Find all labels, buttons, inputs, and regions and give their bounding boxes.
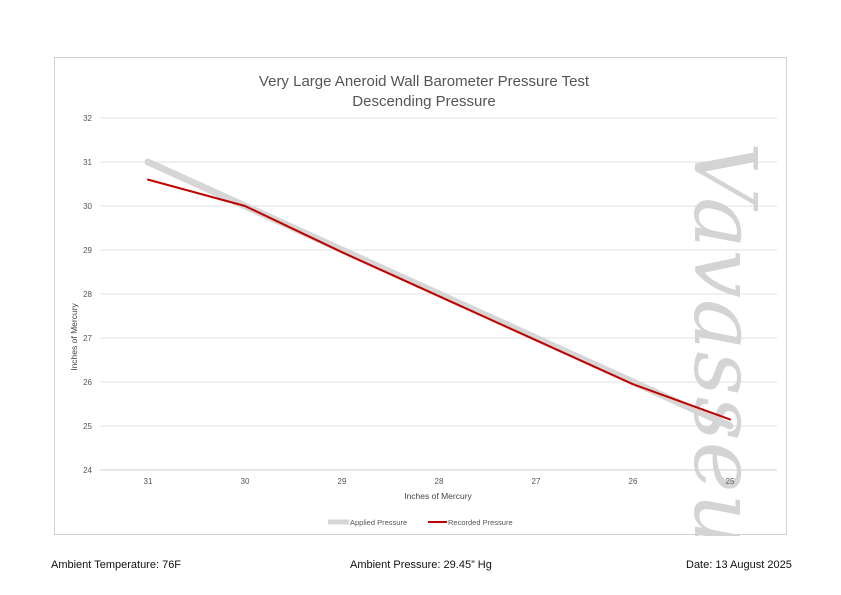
x-tick-label: 28 [435, 477, 444, 486]
chart-frame: Very Large Aneroid Wall Barometer Pressu… [54, 57, 787, 536]
y-tick-label: 25 [83, 422, 92, 431]
ambient-temperature: Ambient Temperature: 76F [51, 559, 182, 571]
x-tick-label: 27 [532, 477, 541, 486]
x-axis-ticks: 31 30 29 28 27 26 25 [144, 477, 735, 486]
y-tick-label: 31 [83, 158, 92, 167]
y-tick-label: 29 [83, 246, 92, 255]
y-tick-label: 24 [83, 466, 92, 475]
y-tick-label: 28 [83, 290, 92, 299]
y-tick-label: 30 [83, 202, 92, 211]
x-tick-label: 30 [241, 477, 250, 486]
series-layer [144, 158, 734, 430]
y-axis-label: Inches of Mercury [69, 302, 79, 370]
x-tick-label: 31 [144, 477, 153, 486]
legend: Applied Pressure Recorded Pressure [328, 518, 513, 527]
x-tick-label: 26 [629, 477, 638, 486]
x-tick-label: 25 [726, 477, 735, 486]
legend-label: Recorded Pressure [448, 518, 513, 527]
ambient-pressure: Ambient Pressure: 29.45” Hg [350, 559, 492, 571]
x-axis-label: Inches of Mercury [404, 491, 472, 501]
watermark-logo: Vavasseur [674, 142, 774, 536]
y-tick-label: 26 [83, 378, 92, 387]
chart-subtitle: Descending Pressure [352, 93, 495, 110]
test-date: Date: 13 August 2025 [686, 559, 792, 571]
chart-title: Very Large Aneroid Wall Barometer Pressu… [259, 73, 590, 90]
line-chart: Very Large Aneroid Wall Barometer Pressu… [69, 73, 777, 536]
y-axis-ticks: 24 25 26 27 28 29 30 31 32 [83, 114, 92, 475]
y-tick-label: 27 [83, 334, 92, 343]
legend-label: Applied Pressure [350, 518, 407, 527]
y-tick-label: 32 [83, 114, 92, 123]
x-tick-label: 29 [338, 477, 347, 486]
